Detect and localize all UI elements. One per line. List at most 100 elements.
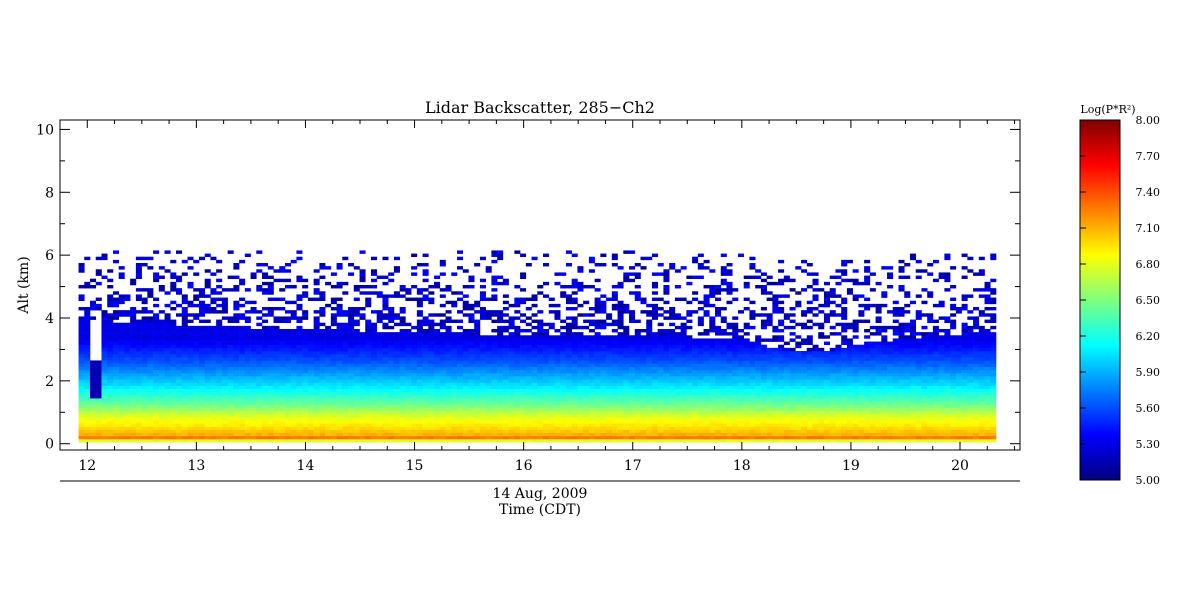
heatmap-cell xyxy=(600,432,607,437)
heatmap-cell xyxy=(468,366,475,371)
heatmap-cell xyxy=(170,401,177,405)
heatmap-cell xyxy=(485,382,492,386)
heatmap-cell xyxy=(112,300,119,305)
heatmap-cell xyxy=(520,313,527,317)
heatmap-cell xyxy=(233,426,240,430)
heatmap-cell xyxy=(497,432,504,437)
heatmap-cell xyxy=(376,332,383,336)
heatmap-cell xyxy=(284,285,291,289)
heatmap-cell xyxy=(640,335,647,339)
heatmap-cell xyxy=(204,420,211,424)
heatmap-cell xyxy=(669,332,676,336)
heatmap-cell xyxy=(393,332,400,336)
heatmap-cell xyxy=(210,376,217,380)
heatmap-cell xyxy=(474,347,481,352)
heatmap-cell xyxy=(330,360,337,364)
heatmap-cell xyxy=(239,410,246,415)
heatmap-cell xyxy=(376,335,383,339)
heatmap-cell xyxy=(583,338,590,342)
heatmap-cell xyxy=(342,379,349,383)
heatmap-cell xyxy=(170,373,177,377)
heatmap-cell xyxy=(170,363,177,368)
heatmap-cell xyxy=(95,281,102,286)
heatmap-cell xyxy=(485,338,492,342)
heatmap-cell xyxy=(468,413,475,418)
heatmap-cell xyxy=(210,300,217,305)
heatmap-cell xyxy=(227,338,234,342)
heatmap-cell xyxy=(313,347,320,352)
heatmap-cell xyxy=(674,316,681,320)
heatmap-cell xyxy=(325,385,332,390)
heatmap-cell xyxy=(537,344,544,349)
heatmap-cell xyxy=(164,382,171,386)
heatmap-cell xyxy=(193,385,200,390)
heatmap-cell xyxy=(703,341,710,346)
heatmap-cell xyxy=(508,341,515,346)
heatmap-cell xyxy=(147,385,154,390)
heatmap-cell xyxy=(107,357,114,361)
heatmap-cell xyxy=(554,344,561,349)
heatmap-cell xyxy=(674,388,681,393)
heatmap-cell xyxy=(319,338,326,342)
heatmap-cell xyxy=(543,429,550,434)
heatmap-cell xyxy=(348,376,355,380)
heatmap-cell xyxy=(611,256,618,261)
heatmap-cell xyxy=(565,420,572,424)
heatmap-cell xyxy=(244,439,251,443)
heatmap-cell xyxy=(273,278,280,283)
heatmap-cell xyxy=(101,385,108,390)
heatmap-cell xyxy=(439,426,446,430)
heatmap-cell xyxy=(520,297,527,302)
heatmap-cell xyxy=(434,410,441,415)
heatmap-cell xyxy=(606,413,613,418)
heatmap-cell xyxy=(548,407,555,412)
heatmap-cell xyxy=(692,373,699,377)
heatmap-cell xyxy=(273,395,280,399)
heatmap-cell xyxy=(147,398,154,402)
heatmap-cell xyxy=(342,354,349,358)
heatmap-cell xyxy=(422,278,429,283)
heatmap-cell xyxy=(227,373,234,377)
heatmap-cell xyxy=(543,263,550,267)
heatmap-cell xyxy=(405,435,412,440)
heatmap-cell xyxy=(221,329,228,333)
heatmap-cell xyxy=(697,407,704,412)
heatmap-cell xyxy=(686,351,693,355)
heatmap-cell xyxy=(388,332,395,336)
heatmap-cell xyxy=(141,369,148,374)
heatmap-cell xyxy=(434,341,441,346)
heatmap-cell xyxy=(198,401,205,405)
heatmap-cell xyxy=(388,435,395,440)
heatmap-cell xyxy=(78,344,85,349)
heatmap-cell xyxy=(703,388,710,393)
heatmap-cell xyxy=(577,420,584,424)
heatmap-cell xyxy=(284,366,291,371)
heatmap-cell xyxy=(651,382,658,386)
heatmap-cell xyxy=(474,398,481,402)
heatmap-cell xyxy=(147,435,154,440)
heatmap-cell xyxy=(594,344,601,349)
heatmap-cell xyxy=(479,357,486,361)
heatmap-cell xyxy=(474,439,481,443)
heatmap-cell xyxy=(428,379,435,383)
heatmap-cell xyxy=(720,432,727,437)
heatmap-cell xyxy=(244,385,251,390)
heatmap-cell xyxy=(502,432,509,437)
heatmap-cell xyxy=(428,329,435,333)
heatmap-cell xyxy=(531,357,538,361)
heatmap-cell xyxy=(198,410,205,415)
heatmap-cell xyxy=(141,391,148,396)
heatmap-cell xyxy=(588,432,595,437)
heatmap-cell xyxy=(508,338,515,342)
heatmap-cell xyxy=(629,266,636,270)
heatmap-cell xyxy=(273,398,280,402)
heatmap-cell xyxy=(577,335,584,339)
heatmap-cell xyxy=(525,398,532,402)
heatmap-cell xyxy=(634,401,641,405)
heatmap-cell xyxy=(193,410,200,415)
heatmap-cell xyxy=(617,307,624,311)
heatmap-cell xyxy=(623,341,630,346)
heatmap-cell xyxy=(479,398,486,402)
heatmap-cell xyxy=(176,379,183,383)
heatmap-cell xyxy=(571,281,578,286)
